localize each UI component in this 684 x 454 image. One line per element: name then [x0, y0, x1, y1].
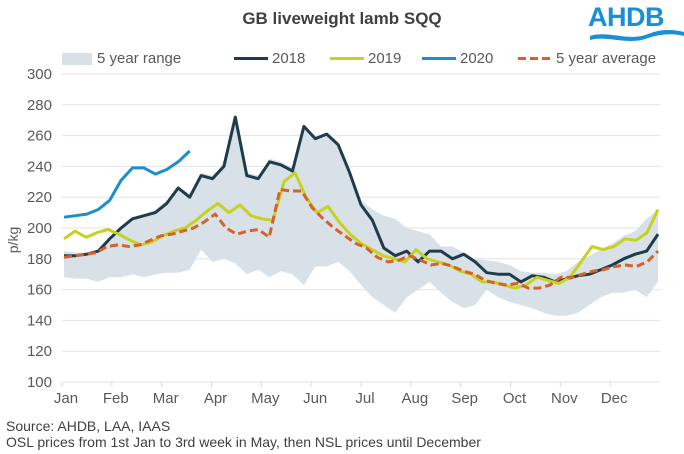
x-tick-label: Aug	[401, 390, 428, 407]
chart-title: GB liveweight lamb SQQ	[242, 9, 442, 28]
range-band-5yr	[64, 117, 658, 316]
y-tick-label: 160	[27, 282, 52, 299]
legend-swatch-5yr-average	[518, 57, 552, 60]
legend-swatch-2020	[422, 57, 456, 60]
ahdb-logo-text: AHDB	[588, 2, 665, 32]
x-tick-label: Nov	[551, 390, 578, 407]
legend-item-2020: 2020	[422, 50, 493, 67]
legend-label: 2018	[272, 50, 306, 67]
legend-label: 2019	[368, 50, 402, 67]
x-tick-label: Jul	[355, 390, 374, 407]
legend-item-2019: 2019	[330, 50, 401, 67]
source-note: Source: AHDB, LAA, IAAS	[6, 418, 171, 434]
y-tick-label: 260	[27, 128, 52, 145]
x-tick-label: Jan	[54, 390, 78, 407]
legend-item-range: 5 year range	[62, 50, 181, 67]
x-tick-label: Oct	[503, 390, 527, 407]
price-basis-note: OSL prices from 1st Jan to 3rd week in M…	[6, 434, 481, 450]
y-tick-label: 200	[27, 220, 52, 237]
y-tick-label: 100	[27, 374, 52, 391]
legend-swatch-2019	[330, 57, 364, 60]
y-tick-label: 180	[27, 251, 52, 268]
series-line-5-year-average	[63, 188, 660, 290]
series-line-2020	[63, 149, 191, 219]
y-axis-label: p/kg	[5, 227, 21, 253]
y-tick-label: 220	[27, 189, 52, 206]
legend-swatch-range	[62, 52, 92, 65]
legend-swatch-2018	[234, 57, 268, 60]
x-tick-label: Apr	[204, 390, 227, 407]
series-line-2018	[64, 115, 660, 284]
y-tick-label: 140	[27, 312, 52, 329]
y-tick-label: 300	[27, 66, 52, 83]
legend-item-5yr-average: 5 year average	[518, 50, 656, 67]
ahdb-logo: AHDB	[588, 2, 684, 44]
legend-item-2018: 2018	[234, 50, 305, 67]
x-tick-label: Dec	[601, 390, 628, 407]
y-tick-label: 120	[27, 343, 52, 360]
x-tick-label: Mar	[153, 390, 179, 407]
y-tick-label: 240	[27, 158, 52, 175]
x-tick-label: Sep	[451, 390, 478, 407]
legend-label: 5 year average	[556, 50, 657, 67]
x-tick-label: Jun	[303, 390, 327, 407]
y-tick-label: 280	[27, 97, 52, 114]
legend-label: 5 year range	[97, 50, 182, 67]
x-tick-label: May	[251, 390, 280, 407]
logo-wave-icon	[590, 29, 684, 42]
x-tick-label: Feb	[103, 390, 129, 407]
legend-label: 2020	[460, 50, 494, 67]
chart-legend: 5 year range 2018 2019 2020 5 year avera…	[0, 50, 684, 70]
